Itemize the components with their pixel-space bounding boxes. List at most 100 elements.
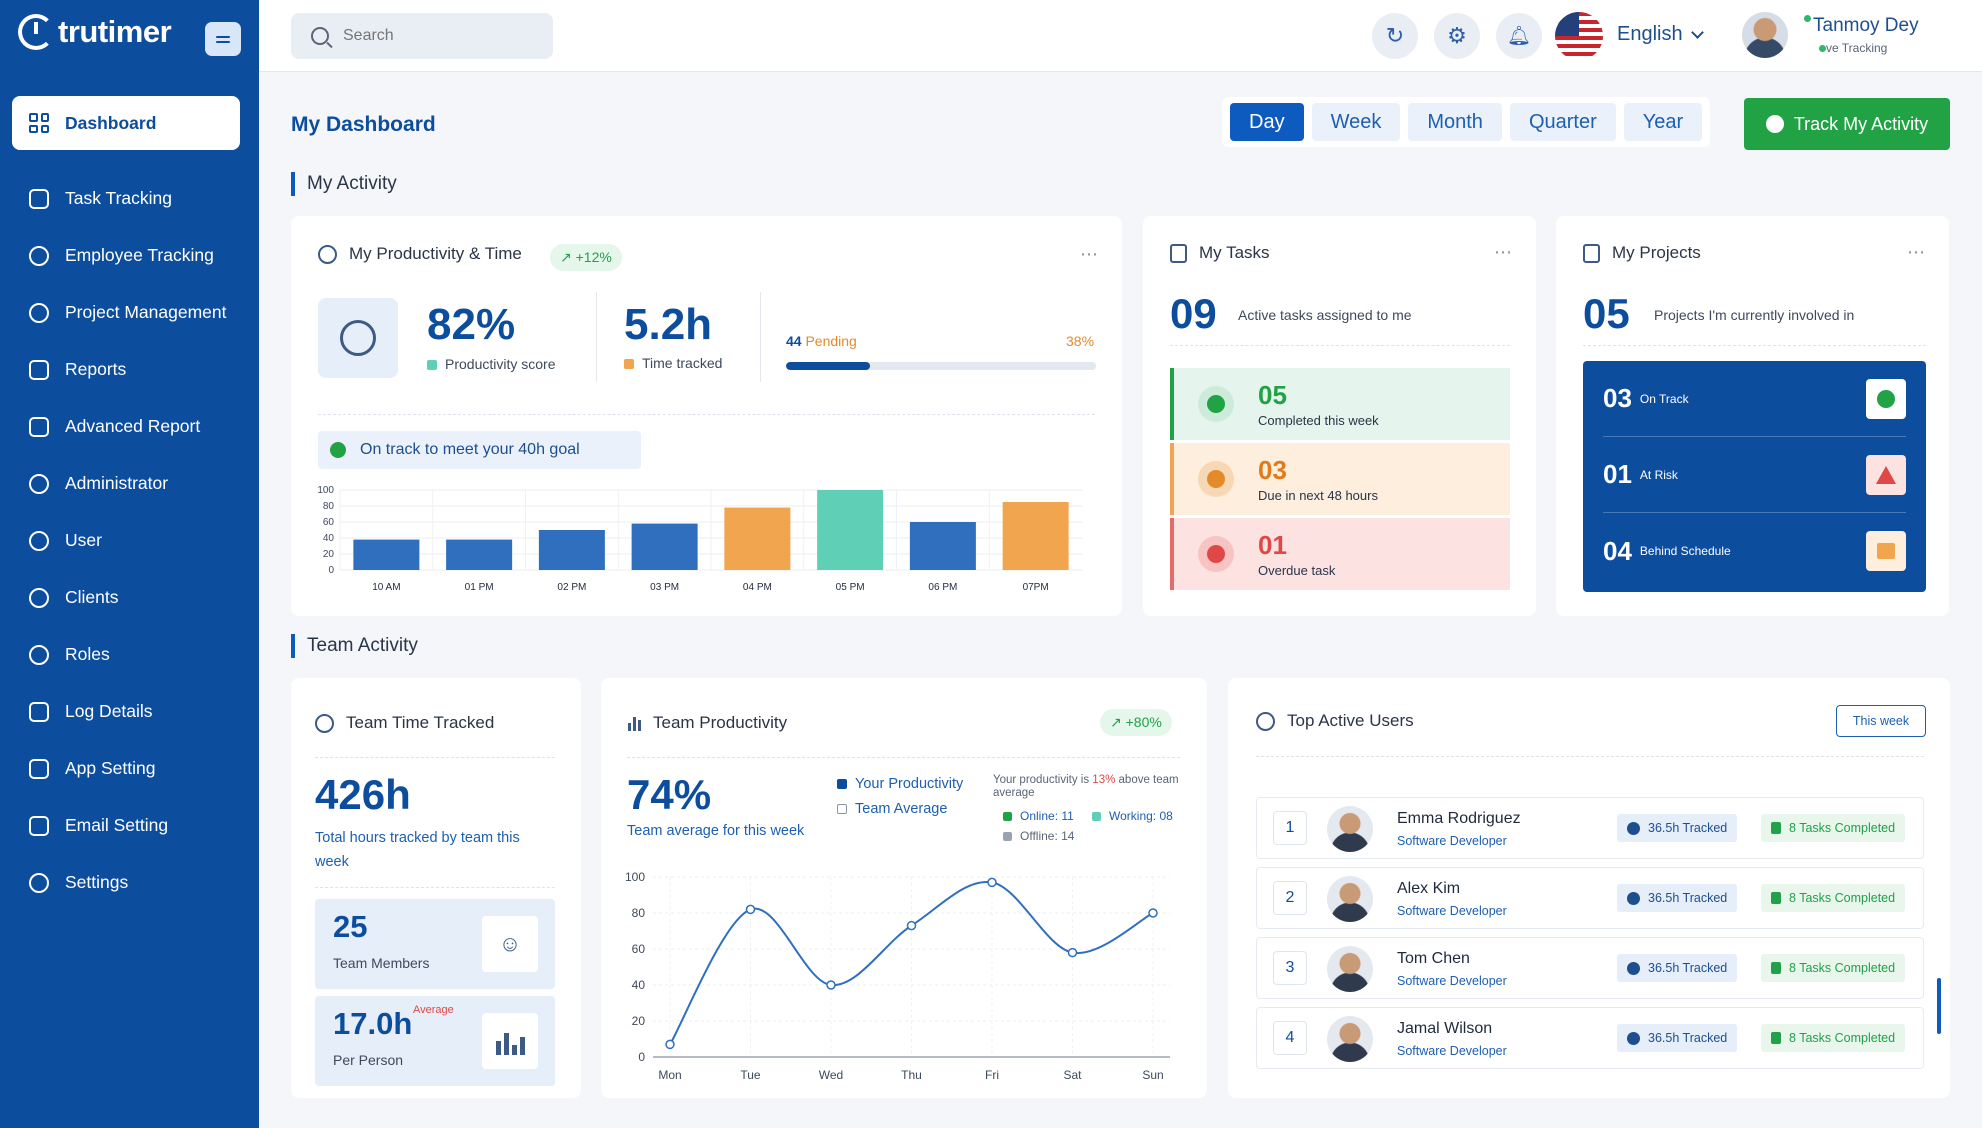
language-selector[interactable]: English (1617, 23, 1704, 46)
y-tick-label: 80 (323, 501, 335, 512)
more-options-icon[interactable]: ⋯ (1080, 244, 1099, 264)
tasks-pill: 8 Tasks Completed (1761, 884, 1906, 912)
tab-quarter[interactable]: Quarter (1509, 103, 1616, 141)
x-tick-label: 02 PM (557, 582, 586, 593)
alarm-icon (1198, 536, 1234, 572)
productivity-card (291, 216, 1122, 616)
sidebar-item-administrator[interactable]: Administrator (12, 456, 240, 511)
sidebar-item-settings[interactable]: Settings (12, 855, 240, 910)
sidebar-item-advanced-report[interactable]: Advanced Report (12, 399, 240, 454)
tab-month[interactable]: Month (1408, 103, 1502, 141)
chevron-down-icon (1690, 25, 1704, 39)
sidebar-item-reports[interactable]: Reports (12, 342, 240, 397)
settings-button[interactable]: ⚙ (1434, 13, 1480, 59)
x-tick-label: Tue (740, 1068, 761, 1082)
sidebar-item-label: Dashboard (65, 112, 157, 133)
x-tick-label: 05 PM (836, 582, 865, 593)
list-item[interactable]: 2 Alex Kim Software Developer 36.5h Trac… (1256, 867, 1924, 929)
notifications-button[interactable]: 🔔︎ (1496, 13, 1542, 59)
us-flag-icon[interactable] (1555, 12, 1603, 60)
pending-progress-fill (786, 362, 870, 370)
track-my-activity-button[interactable]: Track My Activity (1744, 98, 1950, 150)
project-behind-count: 04 (1603, 535, 1632, 566)
task-row-overdue[interactable]: 01 Overdue task (1170, 518, 1510, 590)
divider (760, 292, 761, 382)
project-row-behind-schedule[interactable]: 04 Behind Schedule (1603, 513, 1906, 589)
more-options-icon[interactable]: ⋯ (1494, 242, 1513, 262)
settings-icon (29, 872, 49, 893)
y-tick-label: 20 (632, 1014, 646, 1028)
x-tick-label: 01 PM (465, 582, 494, 593)
badge-value: +12% (575, 249, 612, 265)
app-logo[interactable]: trutimer (18, 14, 172, 50)
project-on-track-count: 03 (1603, 383, 1632, 413)
x-tick-label: 10 AM (372, 582, 400, 593)
y-tick-label: 80 (632, 906, 646, 920)
sidebar-item-app-setting[interactable]: App Setting (12, 741, 240, 796)
sidebar-item-label: Log Details (65, 701, 153, 721)
bar-chart-icon (628, 715, 641, 731)
task-row-due[interactable]: 03 Due in next 48 hours (1170, 443, 1510, 515)
avatar[interactable] (1742, 12, 1788, 58)
sidebar-item-roles[interactable]: Roles (12, 627, 240, 682)
team-trend-badge: ↗ +80% (1100, 709, 1172, 736)
user-icon (1256, 711, 1275, 731)
divider (1583, 345, 1926, 346)
tasks-icon (1771, 1032, 1781, 1044)
team-average: 74% (627, 771, 712, 818)
goal-banner: On track to meet your 40h goal (318, 431, 641, 469)
period-tabs: Day Week Month Quarter Year (1222, 97, 1711, 147)
tab-day[interactable]: Day (1230, 103, 1304, 141)
divider (1256, 756, 1924, 757)
divider (315, 887, 555, 888)
y-tick-label: 100 (317, 485, 334, 496)
bar (1002, 502, 1069, 570)
list-icon (1170, 243, 1187, 263)
sidebar-item-employee-tracking[interactable]: Employee Tracking (12, 228, 240, 283)
task-row-completed[interactable]: 05 Completed this week (1170, 368, 1510, 440)
this-week-filter-button[interactable]: This week (1836, 705, 1926, 737)
user-role: Software Developer (1397, 904, 1507, 918)
list-item[interactable]: 1 Emma Rodriguez Software Developer 36.5… (1256, 797, 1924, 859)
sidebar-item-dashboard[interactable]: Dashboard (12, 96, 240, 150)
project-row-on-track[interactable]: 03 On Track (1603, 361, 1906, 437)
productivity-title-text: My Productivity & Time (349, 244, 522, 263)
sidebar-item-user[interactable]: User (12, 513, 240, 568)
project-on-track-label: On Track (1639, 391, 1689, 406)
gear-icon: ⚙ (1447, 23, 1467, 48)
note-prefix: Your productivity is (993, 774, 1090, 786)
avatar (1327, 806, 1373, 852)
tab-week[interactable]: Week (1311, 103, 1401, 141)
menu-toggle-button[interactable] (205, 22, 241, 56)
more-options-icon[interactable]: ⋯ (1907, 242, 1926, 262)
tab-year[interactable]: Year (1623, 103, 1703, 141)
sidebar-item-label: Settings (65, 872, 129, 892)
refresh-button[interactable]: ↻ (1372, 13, 1418, 59)
sidebar-item-log-details[interactable]: Log Details (12, 684, 240, 739)
data-point (1067, 947, 1078, 958)
sidebar-item-email-setting[interactable]: Email Setting (12, 798, 240, 853)
bar (353, 539, 420, 570)
sidebar-item-clients[interactable]: Clients (12, 570, 240, 625)
list-item[interactable]: 4 Jamal Wilson Software Developer 36.5h … (1256, 1007, 1924, 1069)
user-name[interactable]: Tanmoy Dey (1804, 15, 1919, 37)
team-members-label: Team Members (333, 955, 430, 971)
project-row-at-risk[interactable]: 01 At Risk (1603, 437, 1906, 513)
tasks-text: 8 Tasks Completed (1789, 1031, 1896, 1045)
user-role: Software Developer (1397, 974, 1507, 988)
pending-label: 44 Pending (786, 333, 857, 349)
sidebar-item-task-tracking[interactable]: Task Tracking (12, 171, 240, 226)
search-input[interactable] (343, 27, 523, 45)
sidebar-item-project-management[interactable]: Project Management (12, 285, 240, 340)
tracked-text: 36.5h Tracked (1648, 891, 1728, 905)
list-item[interactable]: 3 Tom Chen Software Developer 36.5h Trac… (1256, 937, 1924, 999)
menu-line-icon (216, 35, 230, 38)
team-members-box: 25 Team Members ☺ (315, 899, 555, 989)
report-icon (29, 359, 49, 380)
project-at-risk-label: At Risk (1639, 467, 1678, 482)
logo-text: trutimer (58, 14, 172, 49)
y-tick-label: 0 (328, 565, 334, 576)
scrollbar-thumb[interactable] (1937, 978, 1941, 1034)
bar (817, 490, 884, 570)
search-box[interactable] (291, 13, 553, 59)
